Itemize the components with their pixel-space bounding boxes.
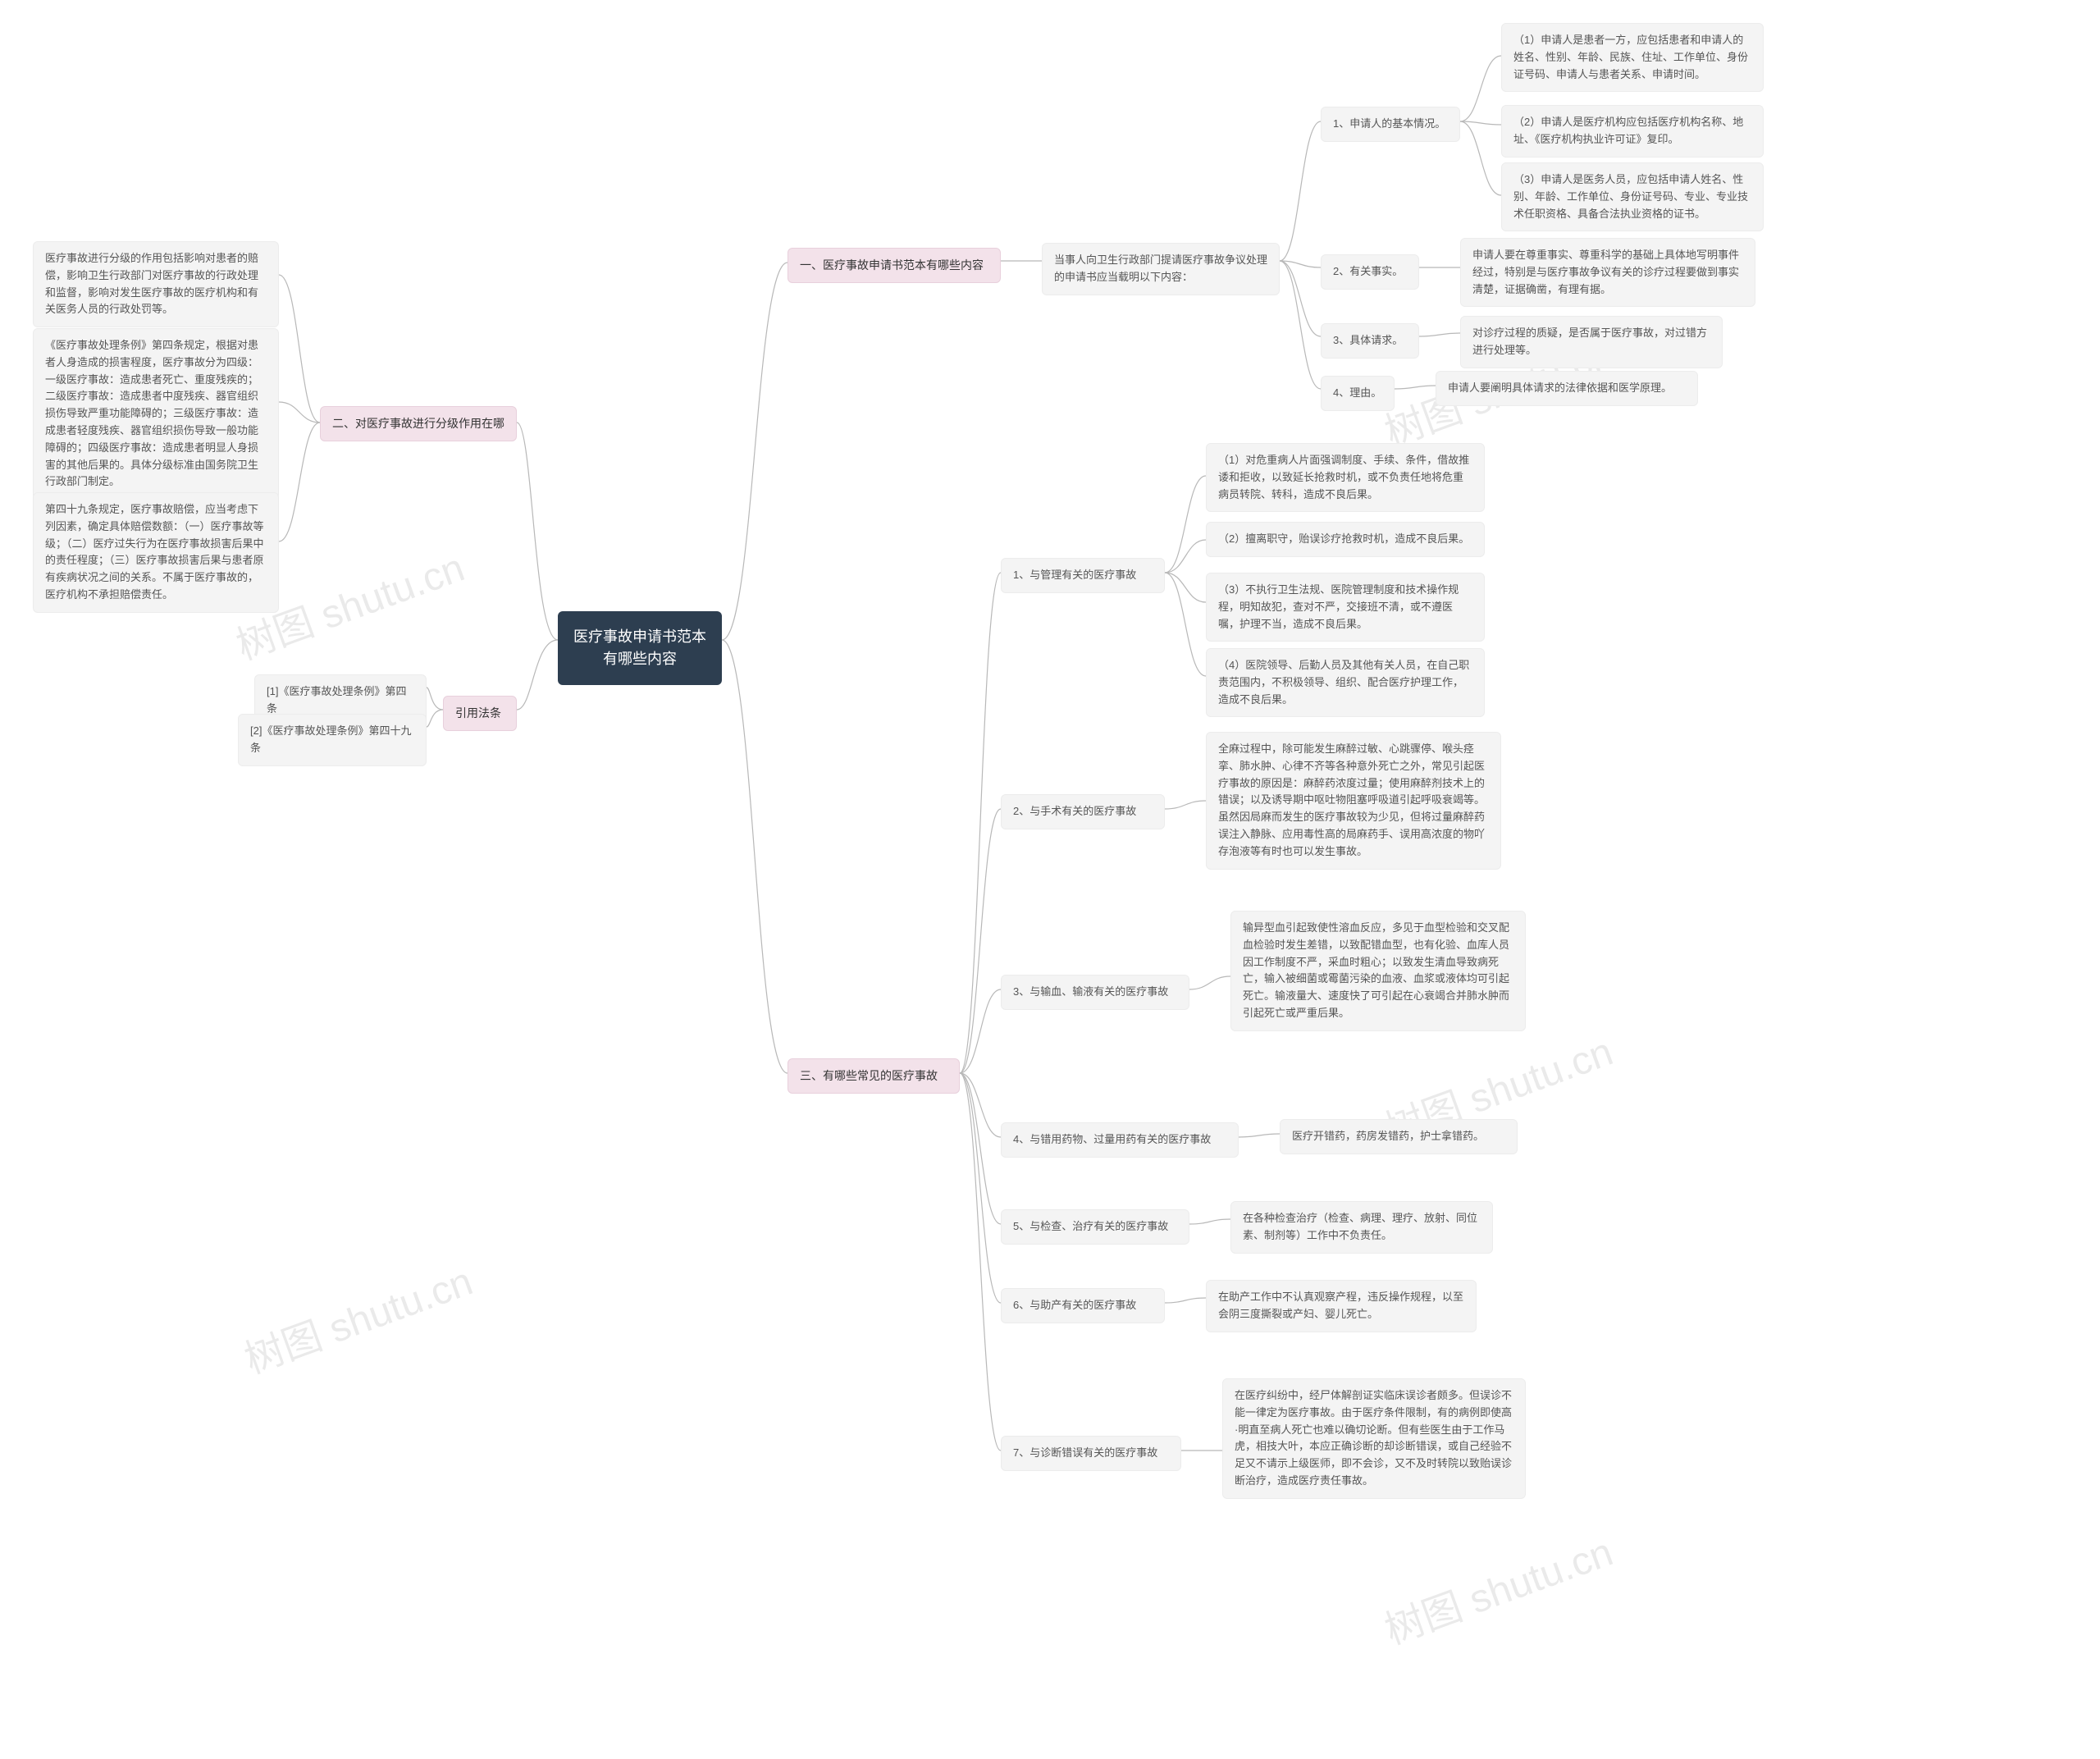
s1a1-2: （2）申请人是医疗机构应包括医疗机构名称、地址、《医疗机构执业许可证》复印。 [1501, 105, 1764, 158]
s3c: 3、与输血、输液有关的医疗事故 [1001, 975, 1189, 1010]
s3f: 6、与助产有关的医疗事故 [1001, 1288, 1165, 1323]
s1a2: 2、有关事实。 [1321, 254, 1419, 290]
section-1: 一、医疗事故申请书范本有哪些内容 [788, 248, 1001, 283]
watermark: 树图 shutu.cn [235, 1249, 479, 1384]
s3g-1: 在医疗纠纷中，经尸体解剖证实临床误诊者颇多。但误诊不能一律定为医疗事故。由于医疗… [1222, 1378, 1526, 1499]
s3f-1: 在助产工作中不认真观察产程，违反操作规程，以至会阴三度撕裂或产妇、婴儿死亡。 [1206, 1280, 1477, 1332]
s3e: 5、与检查、治疗有关的医疗事故 [1001, 1209, 1189, 1245]
s3a-1: （1）对危重病人片面强调制度、手续、条件，借故推诿和拒收，以致延长抢救时机，或不… [1206, 443, 1485, 512]
section-2: 二、对医疗事故进行分级作用在哪 [320, 406, 517, 441]
s3a-2: （2）擅离职守，贻误诊疗抢救时机，造成不良后果。 [1206, 522, 1485, 557]
s2-2: 《医疗事故处理条例》第四条规定，根据对患者人身造成的损害程度，医疗事故分为四级：… [33, 328, 279, 500]
s3e-1: 在各种检查治疗（检查、病理、理疗、放射、同位素、制剂等）工作中不负责任。 [1230, 1201, 1493, 1254]
s1a2-1: 申请人要在尊重事实、尊重科学的基础上具体地写明事件经过，特别是与医疗事故争议有关… [1460, 238, 1755, 307]
s3c-1: 输异型血引起致使性溶血反应，多见于血型检验和交叉配血检验时发生差错，以致配错血型… [1230, 911, 1526, 1031]
s1a4: 4、理由。 [1321, 376, 1395, 411]
s1a3-1: 对诊疗过程的质疑，是否属于医疗事故，对过错方进行处理等。 [1460, 316, 1723, 368]
watermark: 树图 shutu.cn [1376, 1519, 1619, 1655]
s1a4-1: 申请人要阐明具体请求的法律依据和医学原理。 [1436, 371, 1698, 406]
section-3: 三、有哪些常见的医疗事故 [788, 1058, 960, 1094]
s3d-1: 医疗开错药，药房发错药，护士拿错药。 [1280, 1119, 1518, 1154]
s2-1: 医疗事故进行分级的作用包括影响对患者的赔偿，影响卫生行政部门对医疗事故的行政处理… [33, 241, 279, 327]
s1a1-3: （3）申请人是医务人员，应包括申请人姓名、性别、年龄、工作单位、身份证号码、专业… [1501, 162, 1764, 231]
s3g: 7、与诊断错误有关的医疗事故 [1001, 1436, 1181, 1471]
s1a1-1: （1）申请人是患者一方，应包括患者和申请人的姓名、性别、年龄、民族、住址、工作单… [1501, 23, 1764, 92]
section-4: 引用法条 [443, 696, 517, 731]
s3a: 1、与管理有关的医疗事故 [1001, 558, 1165, 593]
s3a-3: （3）不执行卫生法规、医院管理制度和技术操作规程，明知故犯，查对不严，交接班不清… [1206, 573, 1485, 642]
root-node: 医疗事故申请书范本有哪些内容 [558, 611, 722, 685]
s3b-1: 全麻过程中，除可能发生麻醉过敏、心跳骤停、喉头痉挛、肺水肿、心律不齐等各种意外死… [1206, 732, 1501, 870]
s4-2: [2]《医疗事故处理条例》第四十九条 [238, 714, 427, 766]
s3b: 2、与手术有关的医疗事故 [1001, 794, 1165, 829]
section-1-intro: 当事人向卫生行政部门提请医疗事故争议处理的申请书应当载明以下内容： [1042, 243, 1280, 295]
s2-3: 第四十九条规定，医疗事故赔偿，应当考虑下列因素，确定具体赔偿数额：（一）医疗事故… [33, 492, 279, 613]
s1a1: 1、申请人的基本情况。 [1321, 107, 1460, 142]
s1a3: 3、具体请求。 [1321, 323, 1419, 359]
s3a-4: （4）医院领导、后勤人员及其他有关人员，在自己职责范围内，不积极领导、组织、配合… [1206, 648, 1485, 717]
s3d: 4、与错用药物、过量用药有关的医疗事故 [1001, 1122, 1239, 1158]
